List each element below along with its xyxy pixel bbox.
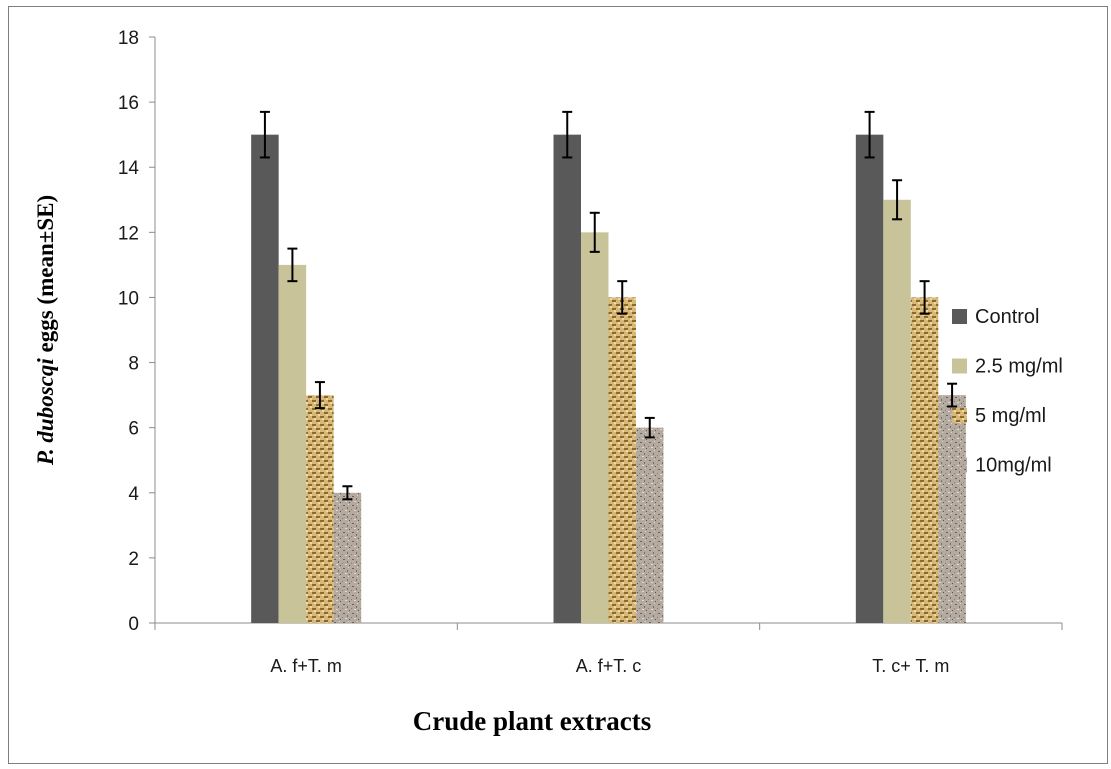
y-tick-label: 12	[118, 223, 139, 244]
y-tick-label: 2	[128, 549, 139, 570]
legend-label: 10mg/ml	[975, 455, 1052, 477]
x-axis-label: Crude plant extracts	[413, 706, 651, 736]
bar	[910, 297, 939, 623]
y-tick-label: 14	[118, 158, 140, 179]
bar	[553, 134, 581, 623]
y-tick-label: 18	[118, 28, 139, 49]
x-tick-label: T. c+ T. m	[872, 656, 949, 676]
bar	[608, 297, 636, 623]
bar	[251, 134, 279, 623]
y-tick-label: 0	[128, 614, 139, 635]
y-tick-label: 16	[118, 93, 139, 114]
y-tick-label: 8	[128, 354, 139, 375]
legend-swatch	[952, 408, 967, 423]
bar	[855, 134, 884, 623]
bar	[306, 395, 334, 623]
x-tick-label: A. f+T. c	[576, 656, 642, 676]
bar	[581, 232, 609, 624]
bar	[938, 395, 966, 623]
bar	[278, 264, 307, 623]
legend-swatch	[952, 457, 967, 473]
legend-label: 5 mg/ml	[975, 405, 1046, 427]
bar	[636, 427, 664, 623]
legend-label: Control	[975, 306, 1039, 328]
legend-swatch	[952, 309, 967, 324]
legend-swatch	[952, 358, 967, 374]
y-tick-label: 4	[128, 484, 139, 505]
legend-label: 2.5 mg/ml	[975, 356, 1063, 378]
bar	[333, 492, 362, 623]
y-tick-label: 6	[128, 419, 139, 440]
x-tick-label: A. f+T. m	[270, 656, 342, 676]
bar	[883, 199, 911, 623]
y-tick-label: 10	[118, 288, 139, 309]
y-axis-label: P. duboscqi eggs (mean±SE)	[33, 195, 58, 466]
